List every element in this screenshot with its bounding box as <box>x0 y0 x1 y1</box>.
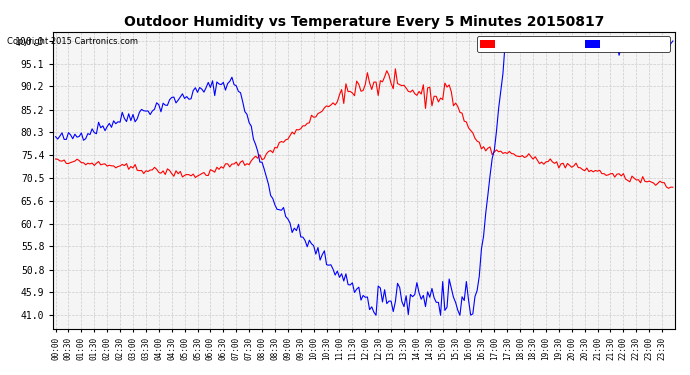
Legend: Temperature (°F), Humidity (%): Temperature (°F), Humidity (%) <box>477 36 670 52</box>
Text: Copyright 2015 Cartronics.com: Copyright 2015 Cartronics.com <box>7 38 138 46</box>
Title: Outdoor Humidity vs Temperature Every 5 Minutes 20150817: Outdoor Humidity vs Temperature Every 5 … <box>124 15 604 29</box>
